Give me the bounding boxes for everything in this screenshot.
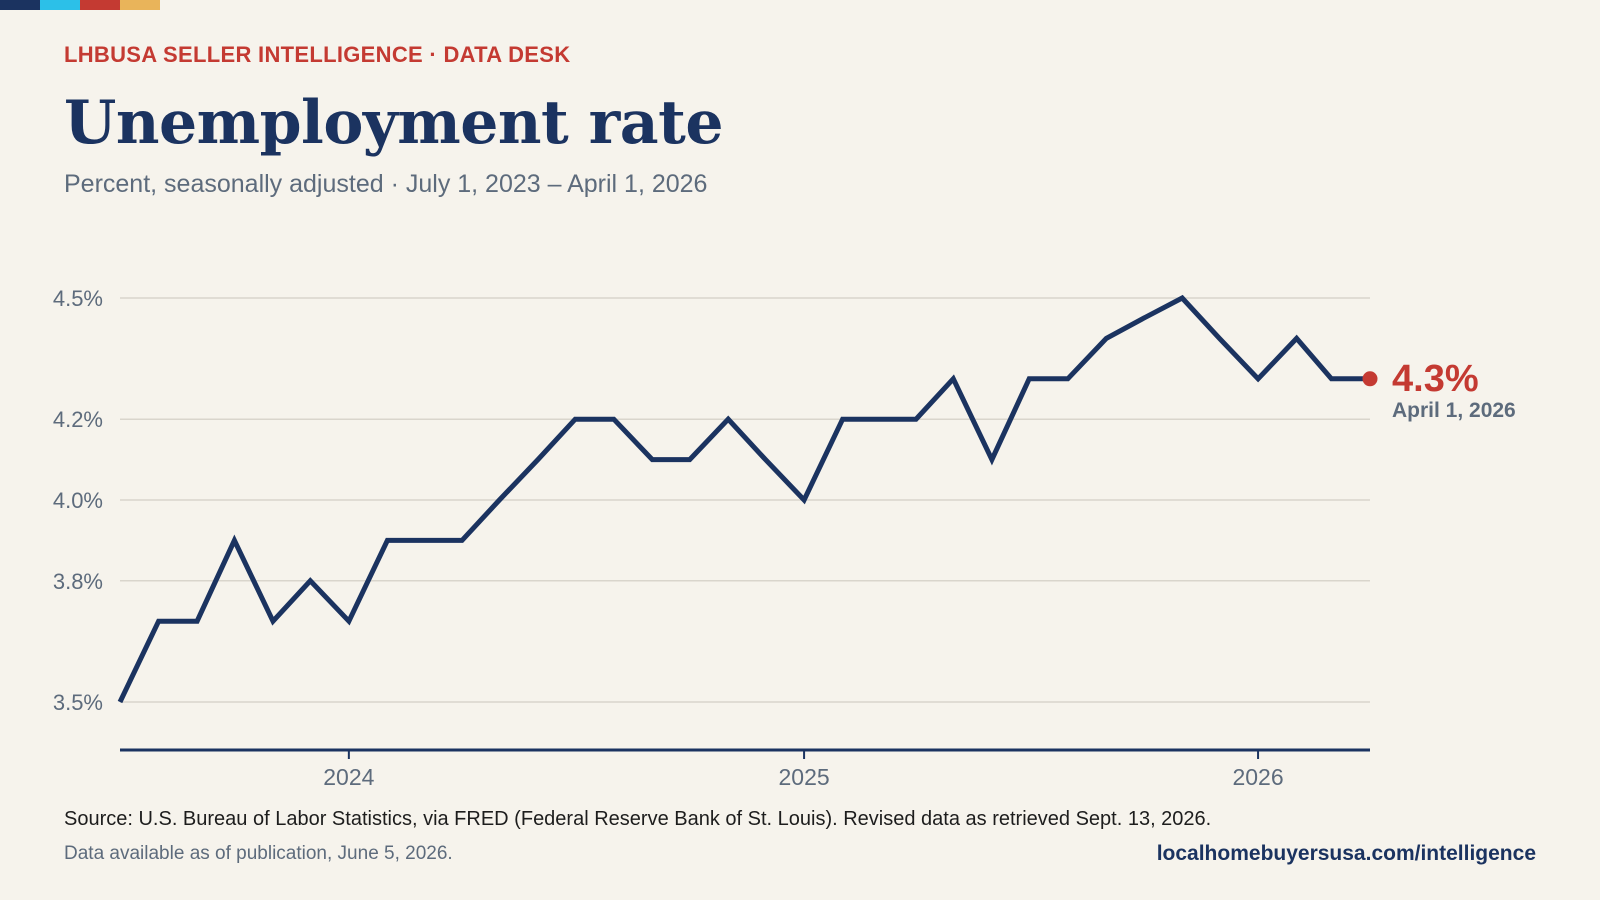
series-line xyxy=(117,294,1370,704)
endpoint-date-label: April 1, 2026 xyxy=(1392,399,1516,422)
x-tick-label: 2026 xyxy=(1232,764,1283,790)
endpoint-marker xyxy=(1362,371,1378,387)
availability-note: Data available as of publication, June 5… xyxy=(64,843,453,864)
source-note: Source: U.S. Bureau of Labor Statistics,… xyxy=(64,808,1212,830)
kicker: LHBUSA SELLER INTELLIGENCE · DATA DESK xyxy=(64,42,571,67)
y-tick-label: 4.5% xyxy=(53,286,103,311)
x-tick-label: 2024 xyxy=(323,764,374,790)
y-tick-label: 4.0% xyxy=(53,488,103,513)
brand-stripe-navy xyxy=(0,0,40,10)
line-chart: 3.5% 3.8% 4.0% 4.2% 4.5% 2024 2025 2026 4.3%Apri… xyxy=(53,286,1516,790)
page-title: Unemployment rate xyxy=(64,88,724,158)
x-tick-label: 2025 xyxy=(778,764,829,790)
y-tick-label: 3.5% xyxy=(53,690,103,715)
brand-stripe-red xyxy=(80,0,120,10)
y-tick-label: 3.8% xyxy=(53,569,103,594)
brand-stripe-gold xyxy=(120,0,160,10)
site-link[interactable]: localhomebuyersusa.com/intelligence xyxy=(1156,842,1536,865)
chart-subtitle: Percent, seasonally adjusted · July 1, 2… xyxy=(64,170,708,198)
endpoint-value-label: 4.3% xyxy=(1392,358,1479,400)
brand-stripe-cyan xyxy=(40,0,80,10)
y-tick-label: 4.2% xyxy=(53,407,103,432)
